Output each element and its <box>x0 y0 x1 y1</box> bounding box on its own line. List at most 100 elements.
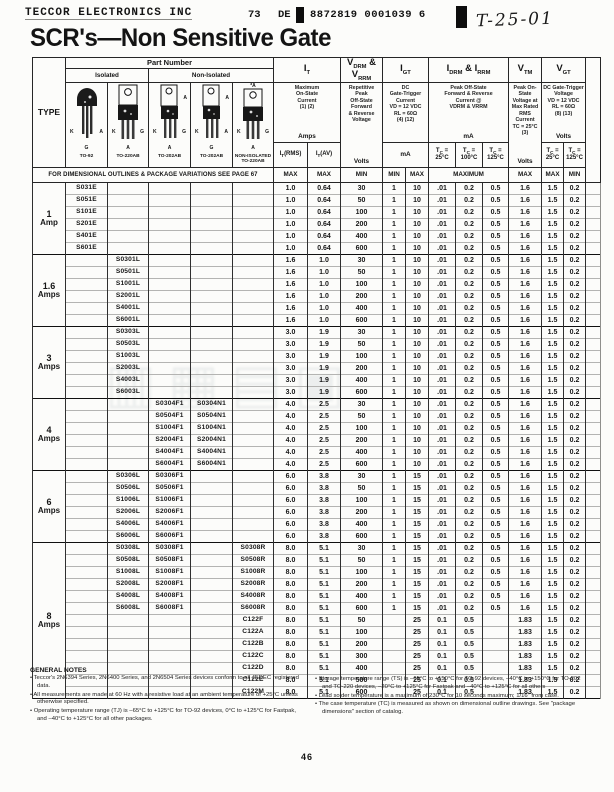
pin-label: G <box>182 128 186 135</box>
data-cell: 0.2 <box>455 457 484 471</box>
data-cell: 0.64 <box>307 229 341 243</box>
data-cell: 0.5 <box>482 313 510 327</box>
empty-cell <box>585 505 602 519</box>
data-cell: 1.6 <box>508 253 543 267</box>
part-number-cell <box>232 481 274 495</box>
empty-cell <box>585 325 602 339</box>
data-cell: 1.6 <box>508 469 543 483</box>
data-cell: 0.2 <box>455 433 484 447</box>
empty-cell <box>585 229 602 243</box>
data-cell: 0.5 <box>482 421 510 435</box>
data-cell: .01 <box>428 517 457 531</box>
stat-label: MAXIMUM <box>428 166 510 183</box>
part-number-cell <box>65 349 108 363</box>
notes-right-list: Storage temperature range (TS) is –65°C … <box>315 676 586 717</box>
data-cell: 100 <box>340 421 383 435</box>
spec-table: TYPE Part Number IT VDRM & VRRM IGT IDRM… <box>32 57 602 699</box>
part-number-cell <box>190 481 233 495</box>
part-number-cell <box>190 529 233 543</box>
data-cell: 4.0 <box>273 409 308 423</box>
part-number-cell <box>65 373 108 387</box>
type-column-header: TYPE <box>32 57 66 168</box>
package-name: TO-202AB <box>199 153 224 159</box>
data-cell: 2.5 <box>307 409 341 423</box>
data-cell: 10 <box>404 325 430 339</box>
data-cell <box>482 625 510 639</box>
part-number-cell <box>65 517 108 531</box>
part-number-cell <box>232 529 274 543</box>
data-cell: 600 <box>340 601 383 615</box>
part-number-cell: S1004F1 <box>148 421 191 435</box>
part-number-cell <box>107 241 149 255</box>
note-item: Storage temperature range (TS) is –65°C … <box>315 676 586 692</box>
empty-column-header <box>585 57 602 183</box>
data-cell: 25 <box>404 613 430 627</box>
data-cell: 0.2 <box>455 589 484 603</box>
data-cell: 10 <box>404 397 430 411</box>
part-number-cell <box>65 289 108 303</box>
data-cell: 15 <box>404 565 430 579</box>
vgt-tc25-subheader: TC = 25°C <box>541 141 565 168</box>
data-cell: 3.8 <box>307 481 341 495</box>
data-cell: 1.5 <box>541 541 565 555</box>
data-cell: 0.2 <box>563 325 587 339</box>
notes-left-list: Teccor's 2N6394 Series, 2N6400 Series, a… <box>30 675 301 724</box>
data-cell: 6.0 <box>273 493 308 507</box>
data-cell: 1 <box>382 349 406 363</box>
part-number-cell <box>65 397 108 411</box>
part-number-cell <box>107 457 149 471</box>
part-number-cell <box>232 445 274 459</box>
data-cell: 0.5 <box>482 337 510 351</box>
part-number-cell: S4008R <box>232 589 274 603</box>
pin-label: G <box>140 128 144 135</box>
type-cell: 6 Amps <box>32 469 66 543</box>
part-number-cell: S0508R <box>232 553 274 567</box>
data-cell: 0.64 <box>307 181 341 195</box>
part-number-cell <box>148 385 191 399</box>
note-item: Teccor's 2N6394 Series, 2N6400 Series, a… <box>30 675 301 691</box>
data-cell: 100 <box>340 493 383 507</box>
data-cell: 1.5 <box>541 301 565 315</box>
data-cell: 1.6 <box>273 289 308 303</box>
empty-cell <box>585 541 602 555</box>
data-cell: 0.5 <box>482 493 510 507</box>
table-row: S2006L S2006F1 6.0 3.8 200 1 15.01 0.2 0.5 1.6 1.5… <box>33 505 602 519</box>
data-cell: 1 <box>382 529 406 543</box>
data-cell: 0.5 <box>482 373 510 387</box>
anode-tab-label: A <box>225 94 229 101</box>
data-cell: 1.5 <box>541 373 565 387</box>
data-cell: 0.2 <box>563 601 587 615</box>
data-cell: 3.0 <box>273 373 308 387</box>
data-cell: 0.2 <box>563 205 587 219</box>
data-cell: 0.2 <box>563 349 587 363</box>
table-row: S0503L 3.0 1.9 50 1 10.01 0.2 0.5 1.6 1.5 0.2 <box>33 337 602 351</box>
data-cell: 0.2 <box>455 205 484 219</box>
data-cell: 0.2 <box>563 541 587 555</box>
part-number-cell <box>65 637 108 651</box>
footnote-marker: *A <box>250 82 256 89</box>
empty-cell <box>585 577 602 591</box>
empty-cell <box>585 217 602 231</box>
part-number-cell: S6008F1 <box>148 601 191 615</box>
data-cell: 50 <box>340 409 383 423</box>
spec-table-wrap: TYPE Part Number IT VDRM & VRRM IGT IDRM… <box>32 57 602 699</box>
data-cell: 200 <box>340 577 383 591</box>
data-cell: 1.5 <box>541 409 565 423</box>
data-cell: 0.2 <box>563 265 587 279</box>
part-number-cell <box>148 361 191 375</box>
data-cell: 0.2 <box>455 301 484 315</box>
part-number-cell <box>148 181 191 195</box>
data-cell: .01 <box>428 277 457 291</box>
note-item: The case temperature (TC) is measured as… <box>315 701 586 717</box>
empty-cell <box>585 517 602 531</box>
package-name: TO-220AB <box>116 153 140 159</box>
table-row: S0504F1 S0504N1 4.0 2.5 50 1 10.01 0.2 0.5 1.6 1.5… <box>33 409 602 423</box>
data-cell: 0.5 <box>482 529 510 543</box>
part-number-cell: S4008F1 <box>148 589 191 603</box>
data-cell: 1 <box>382 289 406 303</box>
empty-cell <box>585 529 602 543</box>
data-cell: .01 <box>428 373 457 387</box>
part-number-cell <box>148 241 191 255</box>
data-cell: 1 <box>382 253 406 267</box>
